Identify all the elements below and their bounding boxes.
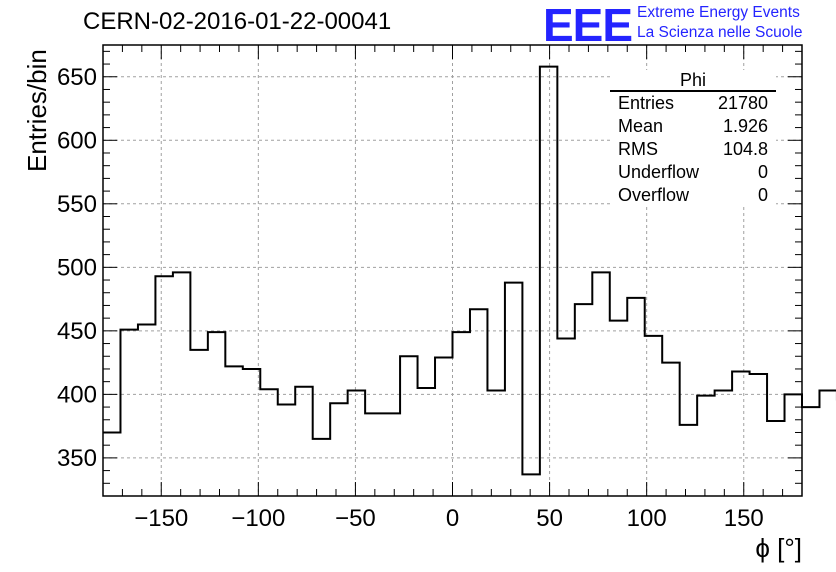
histogram-bin	[278, 405, 295, 496]
y-tick-label: 600	[57, 127, 97, 154]
histogram-bin	[418, 388, 435, 496]
histogram-bin	[819, 391, 836, 496]
histogram-bin	[627, 298, 644, 496]
histogram-bin	[120, 330, 137, 496]
y-tick-label: 350	[57, 445, 97, 472]
histogram-bin	[400, 356, 417, 496]
histogram-bin	[313, 439, 330, 496]
histogram-bin	[767, 421, 784, 496]
chart-title: CERN-02-2016-01-22-00041	[83, 8, 392, 35]
x-tick-label: 150	[724, 505, 764, 532]
logo-line-2: La Scienza nelle Scuole	[637, 24, 803, 41]
histogram-bin	[173, 272, 190, 496]
x-tick-label: 50	[536, 505, 563, 532]
histogram-bin	[487, 391, 504, 496]
stats-value: 0	[757, 185, 768, 205]
histogram-bin	[715, 391, 732, 496]
histogram-bin	[243, 369, 260, 496]
histogram-bin	[155, 276, 172, 496]
histogram-bin	[680, 425, 697, 496]
histogram-bin	[802, 407, 819, 496]
histogram-bin	[522, 474, 539, 496]
histogram-bin	[208, 332, 225, 496]
stats-value: 0	[757, 162, 768, 182]
stats-label: Mean	[618, 116, 664, 136]
histogram-bin	[383, 413, 400, 496]
x-tick-label: 100	[627, 505, 667, 532]
y-tick-label: 650	[57, 64, 97, 91]
stats-label: Underflow	[618, 162, 700, 182]
histogram-bin	[295, 387, 312, 496]
stats-box: Phi Entries 21780 Mean 1.926 RMS 104.8 U…	[610, 70, 776, 207]
histogram-bin	[103, 432, 120, 496]
stats-row: Underflow 0	[610, 161, 776, 184]
y-tick-label: 400	[57, 381, 97, 408]
x-tick-label: −50	[335, 505, 376, 532]
x-tick-label: 0	[446, 505, 459, 532]
histogram-bin	[575, 304, 592, 496]
histogram-bin	[138, 324, 155, 496]
histogram-bin	[662, 363, 679, 496]
stats-value: 21780	[717, 93, 768, 113]
histogram-bin	[505, 283, 522, 496]
histogram-bin	[610, 321, 627, 496]
histogram-bin	[330, 403, 347, 496]
x-axis-label: ϕ [°]	[755, 533, 802, 563]
histogram-outline	[103, 65, 836, 476]
stats-row: RMS 104.8	[610, 138, 776, 161]
histogram-bin	[750, 374, 767, 496]
eee-logo: EEE	[543, 0, 633, 51]
histogram-bin	[225, 366, 242, 496]
y-tick-label: 550	[57, 191, 97, 218]
stats-row: Entries 21780	[610, 92, 776, 115]
stats-row: Mean 1.926	[610, 115, 776, 138]
x-tick-label: −100	[231, 505, 285, 532]
histogram-bin	[435, 358, 452, 496]
stats-row: Overflow 0	[610, 184, 776, 207]
histogram-bin	[557, 338, 574, 496]
stats-value: 1.926	[722, 116, 768, 136]
histogram-bin	[190, 350, 207, 496]
y-tick-label: 450	[57, 318, 97, 345]
histogram-bin	[645, 336, 662, 496]
histogram-bin	[260, 389, 277, 496]
histogram-bin	[592, 272, 609, 496]
stats-title: Phi	[610, 70, 776, 92]
histogram-bin	[453, 332, 470, 496]
stats-label: Entries	[618, 93, 675, 113]
logo-line-1: Extreme Energy Events	[637, 4, 800, 21]
histogram-bin	[540, 67, 557, 496]
y-axis-label: Entries/bin	[22, 49, 52, 172]
histogram-bin	[732, 371, 749, 496]
y-tick-label: 500	[57, 254, 97, 281]
histogram-bin	[697, 396, 714, 496]
histogram-bin	[470, 309, 487, 496]
stats-label: Overflow	[618, 185, 690, 205]
stats-value: 104.8	[722, 139, 768, 159]
histogram-bin	[348, 391, 365, 496]
stats-label: RMS	[618, 139, 658, 159]
histogram-bin	[365, 413, 382, 496]
x-tick-label: −150	[134, 505, 188, 532]
